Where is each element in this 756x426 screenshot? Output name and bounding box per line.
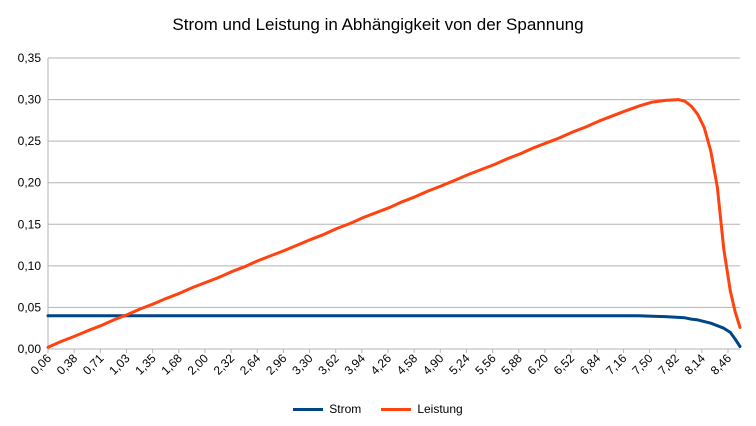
legend-swatch-strom — [293, 407, 324, 411]
x-tick-label: 2,00 — [185, 351, 212, 378]
legend-label-strom: Strom — [329, 402, 362, 416]
x-tick-label: 1,03 — [106, 351, 133, 378]
legend-label-leistung: Leistung — [417, 402, 463, 416]
x-tick-label: 8,14 — [682, 351, 709, 378]
y-axis-ticks: 0,00 0,05 0,10 0,15 0,20 0,25 0,30 0,35 — [18, 51, 42, 356]
y-tick-label: 0,00 — [18, 342, 42, 356]
y-tick-label: 0,15 — [18, 217, 42, 231]
x-tick-label: 4,90 — [420, 351, 447, 378]
x-tick-label: 7,82 — [655, 351, 682, 378]
x-tick-label: 5,56 — [472, 351, 499, 378]
legend: Strom Leistung — [0, 402, 756, 416]
x-tick-label: 0,38 — [54, 351, 81, 378]
chart-title: Strom und Leistung in Abhängigkeit von d… — [172, 15, 584, 34]
x-tick-label: 3,30 — [289, 351, 316, 378]
x-tick-label: 2,96 — [263, 351, 290, 378]
y-tick-label: 0,25 — [18, 134, 42, 148]
x-tick-label: 5,88 — [498, 351, 525, 378]
x-tick-label: 5,24 — [446, 351, 473, 378]
y-tick-label: 0,05 — [18, 300, 42, 314]
y-tick-label: 0,20 — [18, 176, 42, 190]
x-tick-label: 1,68 — [158, 351, 185, 378]
x-tick-label: 7,50 — [629, 351, 656, 378]
y-tick-label: 0,35 — [18, 51, 42, 65]
x-tick-label: 1,35 — [132, 351, 159, 378]
x-tick-label: 4,58 — [394, 351, 421, 378]
series-line-strom — [46, 314, 742, 348]
legend-swatch-leistung — [381, 407, 412, 411]
x-tick-label: 2,32 — [211, 351, 238, 378]
x-tick-label: 6,84 — [577, 351, 604, 378]
x-tick-label: 2,64 — [237, 351, 264, 378]
x-tick-label: 3,94 — [342, 351, 369, 378]
x-tick-label: 4,26 — [368, 351, 395, 378]
y-tick-label: 0,30 — [18, 93, 42, 107]
y-tick-label: 0,10 — [18, 259, 42, 273]
legend-item-leistung: Leistung — [381, 402, 463, 416]
x-tick-label: 7,16 — [603, 351, 630, 378]
x-tick-label: 0,71 — [80, 351, 107, 378]
legend-item-strom: Strom — [293, 402, 361, 416]
x-tick-label: 6,52 — [551, 351, 578, 378]
grid-lines — [47, 57, 740, 350]
series-line-leistung — [46, 98, 742, 349]
x-tick-label: 3,62 — [315, 351, 342, 378]
series-lines — [46, 98, 742, 349]
x-axis-ticks: 0,06 0,38 0,71 1,03 1,35 1,68 2,00 2,32 2,64 2,96… — [28, 349, 735, 378]
x-tick-label: 8,46 — [708, 351, 735, 378]
x-tick-label: 6,20 — [525, 351, 552, 378]
